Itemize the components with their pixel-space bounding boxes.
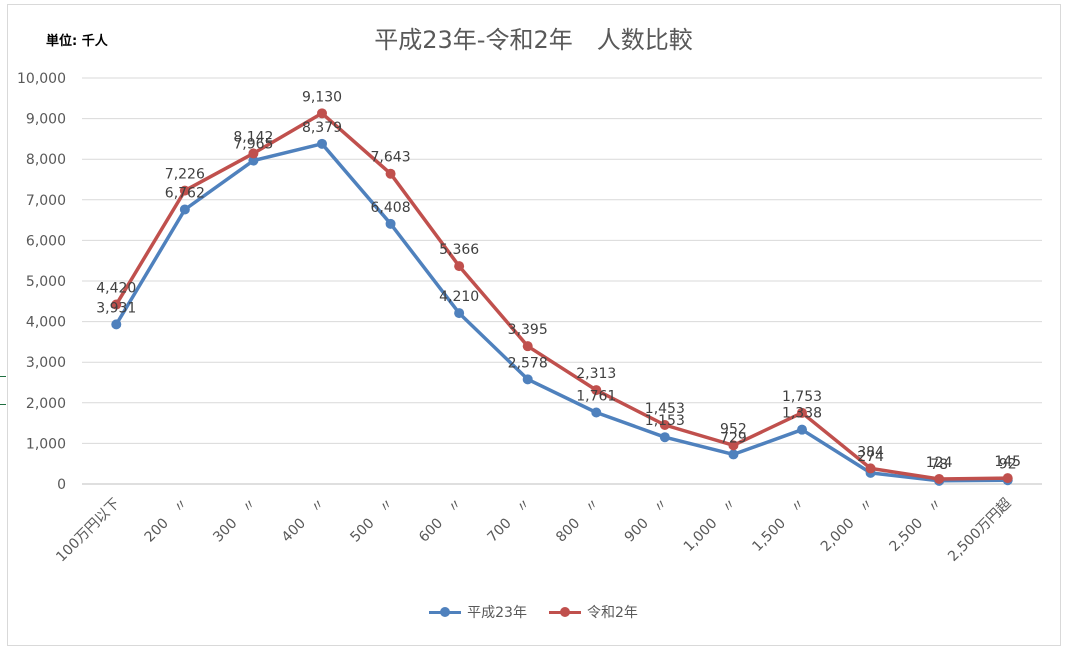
series-line-1 <box>114 142 1010 483</box>
data-label: 274 <box>857 449 884 465</box>
data-point <box>591 385 602 396</box>
data-point <box>728 440 739 451</box>
data-point <box>659 420 670 431</box>
data-label: 8,379 <box>302 120 342 136</box>
data-label: 4,210 <box>439 289 479 305</box>
data-point <box>248 148 259 159</box>
y-tick-label: 7,000 <box>26 193 66 209</box>
data-label: 4,420 <box>96 281 136 297</box>
chart-legend: 平成23年 令和2年 <box>0 602 1067 622</box>
data-label: 1,153 <box>645 413 685 429</box>
data-point <box>1002 473 1013 484</box>
data-point <box>797 424 807 435</box>
data-label: 8,142 <box>233 129 273 145</box>
data-point <box>522 374 533 385</box>
legend-item-series-1: 平成23年 <box>429 602 527 622</box>
data-label: 9,130 <box>302 89 342 105</box>
x-tick-label: 2,000 〃 <box>818 496 877 555</box>
data-point <box>248 155 259 166</box>
data-point <box>454 261 465 272</box>
data-label: 7,226 <box>165 167 205 183</box>
data-point <box>728 449 739 460</box>
y-tick-label: 6,000 <box>26 233 66 249</box>
data-label: 3,931 <box>96 300 136 316</box>
x-tick-label: 100万円以下 <box>53 496 123 566</box>
data-label: 1,753 <box>782 389 822 405</box>
y-tick-label: 4,000 <box>26 315 66 331</box>
data-point <box>317 138 327 149</box>
data-label: 729 <box>720 430 747 446</box>
y-tick-label: 8,000 <box>26 152 66 168</box>
data-label: 2,313 <box>576 366 616 382</box>
legend-label-series-1: 平成23年 <box>467 605 527 621</box>
data-label: 7,965 <box>233 137 273 153</box>
data-label: 124 <box>926 455 953 471</box>
x-tick-label: 600 〃 <box>416 496 466 546</box>
unit-label: 単位: 千人 <box>46 34 108 49</box>
x-tick-label: 1,000 〃 <box>681 496 740 555</box>
x-tick-label: 2,500万円超 <box>945 496 1014 565</box>
data-label: 1,453 <box>645 401 685 417</box>
data-point <box>179 204 190 215</box>
data-label: 78 <box>930 457 948 473</box>
x-tick-label: 400 〃 <box>279 496 329 546</box>
data-point <box>385 218 396 229</box>
y-tick-label: 9,000 <box>26 112 66 128</box>
data-point <box>865 463 876 474</box>
y-tick-label: 0 <box>57 477 66 493</box>
y-tick-label: 5,000 <box>26 274 66 290</box>
data-label: 3,395 <box>508 322 548 338</box>
series-line-2 <box>114 111 1010 481</box>
data-point <box>522 341 533 352</box>
data-point <box>591 407 602 418</box>
y-tick-label: 3,000 <box>26 355 66 371</box>
data-label: 1,761 <box>576 389 616 405</box>
data-point <box>111 319 122 330</box>
data-point <box>317 108 327 119</box>
x-tick-label: 700 〃 <box>485 496 535 546</box>
data-label: 2,578 <box>508 355 548 371</box>
legend-label-series-2: 令和2年 <box>586 605 638 621</box>
chart-title: 平成23年-令和2年 人数比較 <box>374 26 693 54</box>
x-tick-label: 800 〃 <box>553 496 603 546</box>
edge-mark <box>0 404 6 405</box>
data-point <box>179 185 190 196</box>
x-tick-label: 2,500 〃 <box>887 496 946 555</box>
chart-frame <box>7 4 1061 646</box>
data-label: 92 <box>999 456 1017 472</box>
y-tick-label: 1,000 <box>26 436 66 452</box>
x-tick-label: 900 〃 <box>622 496 672 546</box>
data-label: 6,408 <box>371 200 411 216</box>
legend-swatch-series-1 <box>429 607 462 617</box>
edge-mark <box>0 376 6 377</box>
x-tick-label: 200 〃 <box>142 496 192 546</box>
legend-swatch-series-2 <box>548 607 581 617</box>
y-tick-label: 2,000 <box>26 396 66 412</box>
y-tick-label: 10,000 <box>17 71 66 87</box>
x-tick-label: 1,500 〃 <box>749 496 808 555</box>
data-point <box>111 299 122 310</box>
data-label: 384 <box>857 444 884 460</box>
data-label: 6,762 <box>165 185 205 201</box>
data-point <box>385 168 396 179</box>
data-point <box>659 432 670 443</box>
x-tick-label: 300 〃 <box>210 496 260 546</box>
legend-item-series-2: 令和2年 <box>548 602 638 622</box>
x-tick-label: 500 〃 <box>347 496 397 546</box>
data-label: 7,643 <box>371 150 411 166</box>
data-label: 1,338 <box>782 406 822 422</box>
data-point <box>934 473 945 484</box>
data-point <box>797 407 807 418</box>
data-label: 5,366 <box>439 242 479 258</box>
data-label: 952 <box>720 421 747 437</box>
data-label: 145 <box>994 454 1021 470</box>
data-point <box>454 308 465 319</box>
